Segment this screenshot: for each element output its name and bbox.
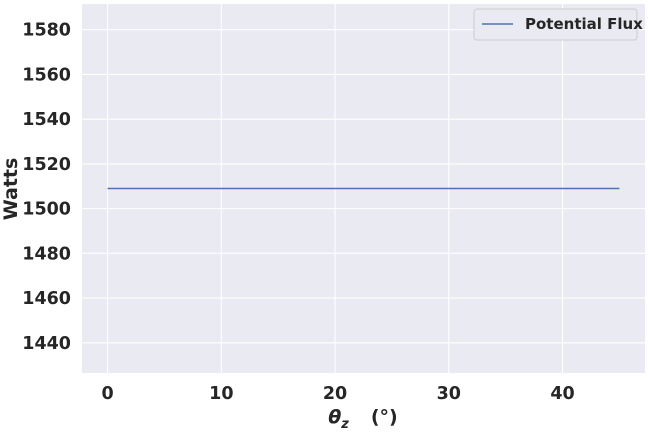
x-tick-label-0: 0 — [101, 384, 113, 404]
x-tick-label-10: 10 — [209, 384, 233, 404]
x-axis-label-unit: (°) — [371, 406, 398, 428]
y-axis-label: Watts — [0, 158, 22, 221]
legend-frame — [473, 8, 638, 41]
x-axis-label: θz (°) — [328, 406, 398, 432]
y-tick-label-1440: 1440 — [22, 334, 71, 354]
legend: Potential Flux — [473, 8, 643, 41]
x-tick-label-20: 20 — [323, 384, 347, 404]
y-tick-label-1580: 1580 — [22, 21, 71, 41]
x-axis-label-subscript: z — [340, 417, 349, 432]
x-tick-labels: 0 10 20 30 40 — [101, 384, 574, 404]
y-tick-labels: 1440 1460 1480 1500 1520 1540 1560 1580 — [22, 21, 71, 354]
y-tick-label-1540: 1540 — [22, 110, 71, 130]
y-tick-label-1460: 1460 — [22, 289, 71, 309]
x-tick-label-30: 30 — [437, 384, 461, 404]
x-tick-label-40: 40 — [550, 384, 574, 404]
legend-label-potential-flux: Potential Flux — [525, 15, 643, 33]
y-tick-label-1500: 1500 — [22, 200, 71, 220]
x-axis-label-symbol: θ — [328, 406, 341, 428]
y-tick-label-1480: 1480 — [22, 244, 71, 264]
y-tick-label-1520: 1520 — [22, 155, 71, 175]
y-tick-label-1560: 1560 — [22, 65, 71, 85]
